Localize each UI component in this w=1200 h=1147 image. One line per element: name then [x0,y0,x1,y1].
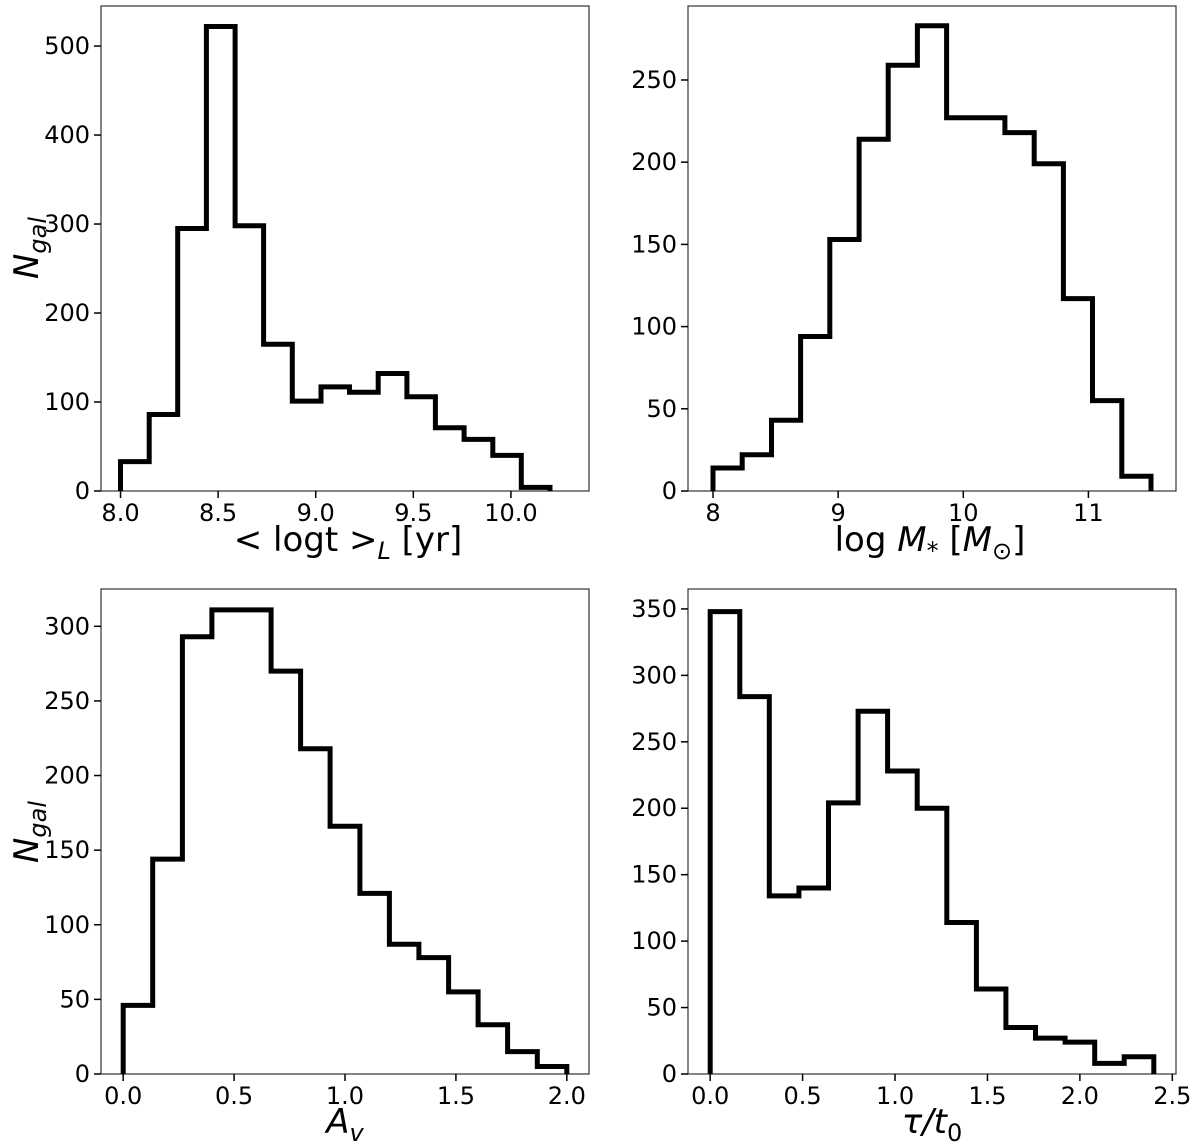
plot-frame [687,5,1177,492]
tick-group: 8.0 8.5 9.0 9.5 10.0 0 100 200 300 400 500 [44,32,537,527]
x-tick-label: 1.5 [437,1082,475,1110]
y-tick-label: 0 [75,1060,90,1088]
panel-stellar-mass: 8 9 10 11 0 50 100 150 200 250 log M* [M⊙] [631,5,1177,565]
y-tick-label: 0 [662,477,677,505]
y-tick-label: 50 [59,985,90,1013]
x-tick-label: 2.5 [1153,1082,1191,1110]
y-tick-label: 100 [44,911,90,939]
y-tick-label: 200 [631,148,677,176]
y-axis-label: Ngal [7,801,52,863]
x-axis-label: τ/t0 [902,1102,963,1147]
x-tick-label: 8.5 [199,499,237,527]
x-tick-label: 9 [831,499,846,527]
x-tick-label: 0.0 [691,1082,729,1110]
y-tick-label: 250 [631,66,677,94]
y-tick-label: 150 [631,230,677,258]
x-tick-label: 9.0 [297,499,335,527]
x-axis-label: < logt >L [yr] [234,520,463,565]
tick-group: 8 9 10 11 0 50 100 150 200 250 [631,66,1103,527]
panel-tau-ratio: 0.0 0.5 1.0 1.5 2.0 2.5050100150200250300350 … [631,588,1191,1147]
y-tick-label: 200 [631,794,677,822]
y-tick-label: 0 [662,1060,677,1088]
histogram-step-line [118,24,553,491]
x-axis-label: log M* [M⊙] [835,520,1026,565]
y-tick-label: 250 [631,728,677,756]
histogram-step-line [710,23,1154,491]
y-tick-label: 50 [646,395,677,423]
y-tick-label: 50 [646,994,677,1022]
y-tick-label: 400 [44,121,90,149]
plot-frame [100,5,590,492]
y-tick-label: 100 [631,313,677,341]
histogram-step-line [707,609,1157,1074]
y-tick-label: 350 [631,595,677,623]
x-tick-label: 11 [1073,499,1104,527]
y-tick-label: 300 [44,210,90,238]
y-tick-label: 100 [631,927,677,955]
x-tick-label: 1.0 [876,1082,914,1110]
x-tick-label: 0.5 [784,1082,822,1110]
y-tick-label: 100 [44,388,90,416]
x-tick-label: 2.0 [1061,1082,1099,1110]
x-tick-label: 0.5 [215,1082,253,1110]
x-tick-label: 0.0 [104,1082,142,1110]
panel-extinction: 0.0 0.5 1.0 1.5 2.0 0 50 100 150 200 250 300 Av Nga… [7,588,590,1147]
y-tick-label: 300 [44,612,90,640]
y-tick-label: 0 [75,477,90,505]
y-tick-label: 200 [44,299,90,327]
x-tick-label: 8 [705,499,720,527]
x-tick-label: 10 [948,499,979,527]
plot-frame [687,588,1177,1075]
y-tick-label: 250 [44,687,90,715]
x-tick-label: 1.0 [326,1082,364,1110]
y-tick-label: 150 [44,836,90,864]
x-tick-label: 1.5 [968,1082,1006,1110]
histogram-step-line [120,607,570,1074]
y-tick-label: 150 [631,861,677,889]
y-tick-label: 500 [44,32,90,60]
x-axis-label: Av [324,1102,364,1147]
x-tick-label: 9.5 [394,499,432,527]
x-tick-label: 2.0 [548,1082,586,1110]
y-tick-label: 300 [631,661,677,689]
tick-group: 0.0 0.5 1.0 1.5 2.0 0 50 100 150 200 250 300 [44,612,586,1110]
y-tick-label: 200 [44,762,90,790]
tick-group: 0.0 0.5 1.0 1.5 2.0 2.5 0 50 100 150 200 250 300 350 [631,595,1191,1110]
panel-log-age: 8.0 8.5 9.0 9.5 10.0 0 100 200 300 400 500 < logt … [7,5,590,565]
plot-frame [100,588,590,1075]
x-tick-label: 10.0 [484,499,537,527]
y-axis-label: Ngal [7,217,52,279]
x-tick-label: 8.0 [101,499,139,527]
